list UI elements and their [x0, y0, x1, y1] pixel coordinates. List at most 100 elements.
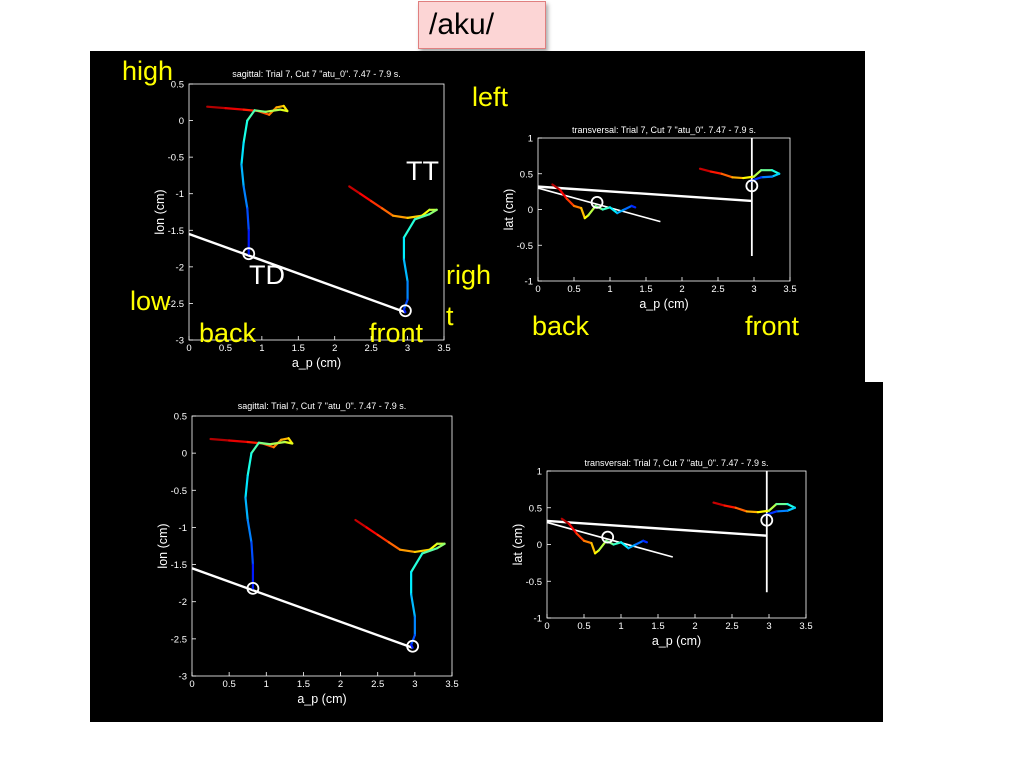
- series-2-segment: [745, 510, 760, 514]
- x-tick-label: 0: [535, 284, 540, 295]
- series-1-segment: [630, 204, 637, 209]
- y-axis-label: lon (cm): [153, 189, 167, 234]
- series-2-segment: [421, 547, 439, 555]
- secondary-reference-line: [546, 521, 674, 558]
- x-tick-label: 3.5: [799, 621, 812, 632]
- annotation-low: low: [130, 286, 171, 316]
- series-1-segment: [246, 109, 256, 122]
- annotation-front-sagittal: front: [369, 318, 424, 348]
- series-1-segment: [608, 206, 619, 215]
- x-tick-label: 3: [412, 679, 417, 690]
- secondary-reference-line: [537, 187, 661, 223]
- x-tick-label: 2.5: [365, 343, 378, 354]
- series-1-segment: [244, 474, 249, 499]
- y-tick-label: -1: [534, 614, 542, 625]
- series-2-segment: [752, 169, 763, 178]
- x-tick-label: 0.5: [567, 284, 580, 295]
- series-2-segment: [720, 172, 734, 179]
- series-2-segment: [354, 518, 368, 529]
- series-1-segment: [250, 541, 255, 566]
- plot-axes-box: [191, 415, 453, 677]
- y-tick-label: -1.5: [168, 226, 184, 237]
- x-tick-label: 0: [186, 343, 191, 354]
- y-tick-label: -1: [525, 277, 533, 288]
- series-2-segment: [410, 643, 414, 649]
- y-tick-label: -1.5: [171, 560, 187, 571]
- x-tick-label: 1.5: [639, 284, 652, 295]
- y-tick-label: -3: [176, 336, 184, 347]
- x-tick-label: 3.5: [445, 679, 458, 690]
- series-2-segment: [398, 548, 416, 554]
- series-2-segment: [410, 593, 416, 618]
- series-1-segment: [280, 437, 290, 441]
- series-2-segment: [770, 172, 781, 178]
- x-tick-label: 1: [618, 621, 623, 632]
- series-1-segment: [209, 437, 231, 442]
- y-tick-label: -2.5: [171, 634, 187, 645]
- td-tt-connecting-line: [537, 185, 752, 203]
- series-1-segment: [601, 206, 612, 211]
- x-tick-label: 3: [751, 284, 756, 295]
- y-tick-label: 0.5: [529, 503, 542, 514]
- annotation-right-line2: t: [446, 301, 454, 331]
- x-tick-label: 2: [332, 343, 337, 354]
- x-tick-label: 3: [405, 343, 410, 354]
- annotation-tt: TT: [406, 156, 439, 186]
- point-marker: [760, 513, 774, 527]
- y-tick-label: 0: [537, 540, 542, 551]
- series-2-segment: [421, 208, 431, 217]
- td-tt-connecting-line: [188, 232, 406, 314]
- x-axis-label: a_p (cm): [652, 634, 701, 648]
- x-tick-label: 0: [189, 679, 194, 690]
- y-tick-label: -3: [179, 672, 187, 683]
- plot-title: sagittal: Trial 7, Cut 7 "atu_0". 7.47 -…: [238, 401, 406, 411]
- series-1-segment: [582, 539, 593, 545]
- series-1-segment: [627, 543, 637, 550]
- y-axis-label: lat (cm): [502, 189, 516, 231]
- series-1-segment: [246, 518, 253, 544]
- series-1-segment: [246, 452, 253, 477]
- y-tick-label: 0: [179, 116, 184, 127]
- series-2-segment: [756, 509, 771, 514]
- x-tick-label: 2.5: [725, 621, 738, 632]
- y-tick-label: -2: [179, 597, 187, 608]
- series-2-segment: [387, 541, 402, 551]
- series-1-segment: [240, 163, 245, 188]
- x-tick-label: 3.5: [783, 284, 796, 295]
- y-tick-label: -2.5: [168, 299, 184, 310]
- series-2-segment: [731, 176, 745, 180]
- series-2-segment: [365, 526, 379, 536]
- series-2-segment: [712, 501, 726, 507]
- x-tick-label: 1.5: [297, 679, 310, 690]
- y-axis-label: lat (cm): [511, 524, 525, 566]
- x-axis-label: a_p (cm): [292, 356, 341, 370]
- plot-axes-box: [188, 83, 445, 341]
- bottom-figure-panel: [90, 382, 883, 722]
- transversal-bottom-chart: transversal: Trial 7, Cut 7 "atu_0". 7.4…: [511, 458, 813, 648]
- series-1-segment: [572, 204, 583, 210]
- series-2-segment: [723, 504, 737, 509]
- y-tick-label: 0.5: [520, 169, 533, 180]
- annotation-high: high: [122, 56, 174, 86]
- y-tick-label: 1: [528, 134, 533, 145]
- series-2-segment: [767, 502, 778, 512]
- series-1-segment: [634, 539, 645, 546]
- series-1-segment: [242, 119, 249, 144]
- series-1-segment: [619, 541, 630, 550]
- series-1-segment: [242, 185, 249, 210]
- series-2-segment: [413, 213, 431, 221]
- annotation-back-sagittal: back: [199, 318, 257, 348]
- series-2-segment: [760, 175, 774, 179]
- x-tick-label: 1.5: [651, 621, 664, 632]
- sagittal-top-chart: sagittal: Trial 7, Cut 7 "atu_0". 7.47 -…: [153, 69, 451, 370]
- series-1-segment: [616, 208, 626, 215]
- series-1-segment: [642, 539, 649, 544]
- series-1-segment: [264, 108, 282, 113]
- series-2-segment: [410, 552, 424, 574]
- y-tick-label: -0.5: [171, 486, 187, 497]
- series-1-segment: [257, 441, 272, 446]
- y-tick-label: -0.5: [526, 577, 542, 588]
- series-2-segment: [348, 185, 362, 195]
- annotation-td: TD: [249, 260, 285, 290]
- series-1-segment: [580, 206, 586, 220]
